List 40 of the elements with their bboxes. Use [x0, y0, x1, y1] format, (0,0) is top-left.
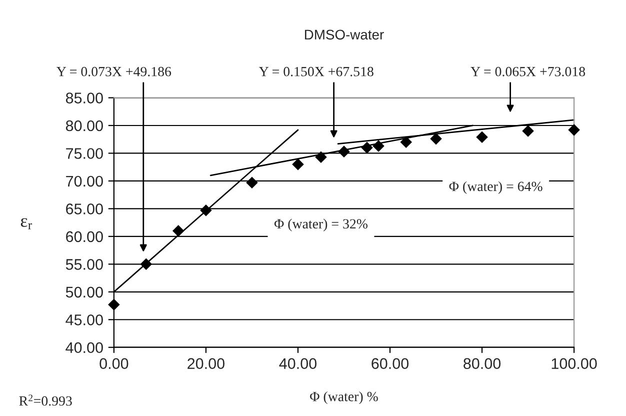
x-tick-label: 0.00 — [100, 358, 128, 369]
y-tick-label: 85.00 — [66, 92, 103, 104]
y-tick-label: 60.00 — [66, 231, 103, 242]
point — [246, 176, 258, 189]
point — [338, 146, 350, 158]
point — [372, 140, 384, 152]
text: Y = 0.150X +67.518 — [259, 66, 374, 76]
y-tick-label: 40.00 — [66, 342, 103, 354]
y-tick-label: 70.00 — [66, 176, 103, 187]
point — [200, 204, 212, 216]
point — [315, 151, 327, 163]
point — [361, 142, 373, 154]
annotation: Φ (water) = 32% — [274, 218, 368, 232]
y-tick-label: 65.00 — [66, 204, 103, 214]
point — [400, 136, 412, 148]
x-axis-title: Φ (water) % — [310, 391, 378, 404]
y-tick-label: 75.00 — [66, 148, 103, 159]
x-tick-label: 80.00 — [464, 358, 501, 369]
point — [430, 132, 442, 145]
text: R$^{2}$=0.993 — [19, 394, 72, 406]
point — [522, 125, 534, 137]
y-axis-title: ε$_{r}$ — [20, 218, 32, 230]
point — [476, 131, 488, 144]
point — [108, 298, 120, 311]
x-tick-label: 40.00 — [279, 358, 316, 369]
text: Y = 0.073X +49.186 — [56, 66, 172, 76]
text: Y = 0.065X +73.018 — [470, 66, 586, 76]
x-tick-label: 20.00 — [188, 358, 224, 369]
point — [292, 158, 304, 170]
y-tick-label: 80.00 — [66, 120, 103, 132]
chart-title: DMSO-water — [305, 30, 384, 40]
x-tick-label: 60.00 — [372, 358, 409, 369]
point — [140, 258, 152, 270]
y-tick-label: 45.00 — [66, 314, 103, 326]
y-tick-label: 55.00 — [66, 259, 103, 270]
x-tick-label: 100.00 — [552, 358, 597, 369]
y-tick-label: 50.00 — [66, 286, 103, 298]
annotation: Φ (water) = 64% — [449, 181, 542, 194]
point — [568, 124, 580, 136]
point — [172, 224, 184, 237]
